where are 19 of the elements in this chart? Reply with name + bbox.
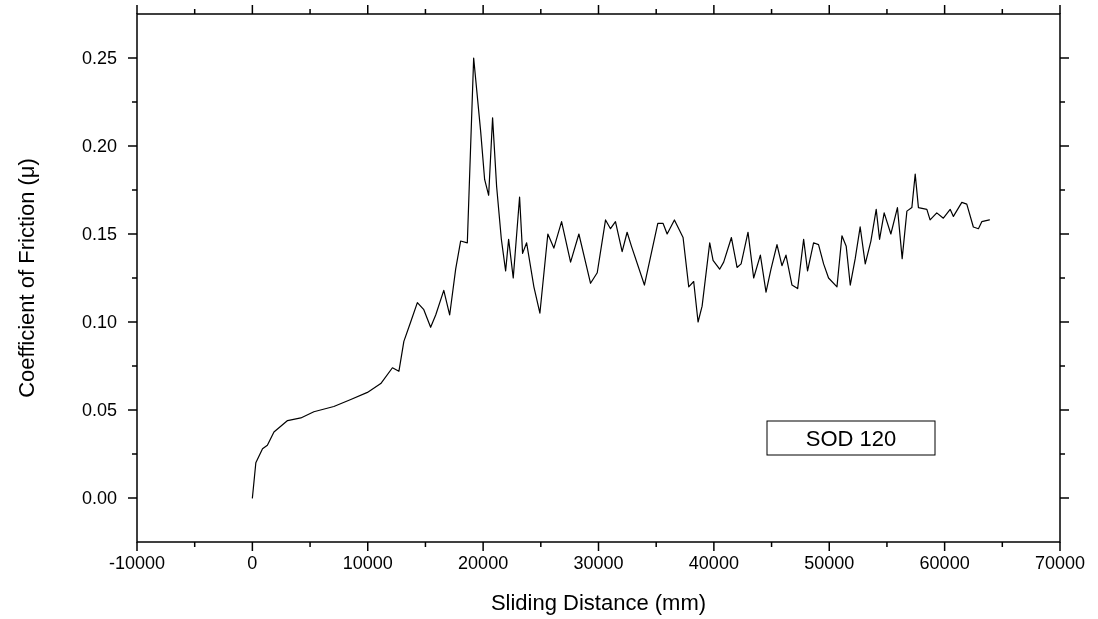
x-tick-label: 50000: [804, 553, 855, 573]
y-tick-label: 0.00: [81, 488, 117, 509]
x-tick-label: 30000: [573, 553, 624, 573]
x-tick-label: 70000: [1034, 553, 1086, 573]
y-tick-label: 0.25: [81, 48, 117, 69]
x-tick-label: 0: [247, 553, 258, 573]
y-tick-label: 0.15: [81, 224, 117, 245]
y-tick-label: 0.05: [81, 400, 117, 421]
x-tick-label: -10000: [108, 553, 166, 573]
line-series: [251, 57, 990, 499]
y-tick-label: 0.20: [81, 136, 117, 157]
y-axis-title: Coefficient of Friction (μ): [14, 158, 39, 398]
y-tick-label: 0.10: [81, 312, 117, 333]
x-tick-label: 40000: [688, 553, 739, 573]
x-tick-label: 20000: [458, 553, 509, 573]
x-axis-title: Sliding Distance (mm): [490, 590, 707, 615]
annotation: SOD 120: [805, 425, 897, 451]
x-tick-label: 10000: [342, 553, 393, 573]
x-tick-label: 60000: [919, 553, 970, 573]
